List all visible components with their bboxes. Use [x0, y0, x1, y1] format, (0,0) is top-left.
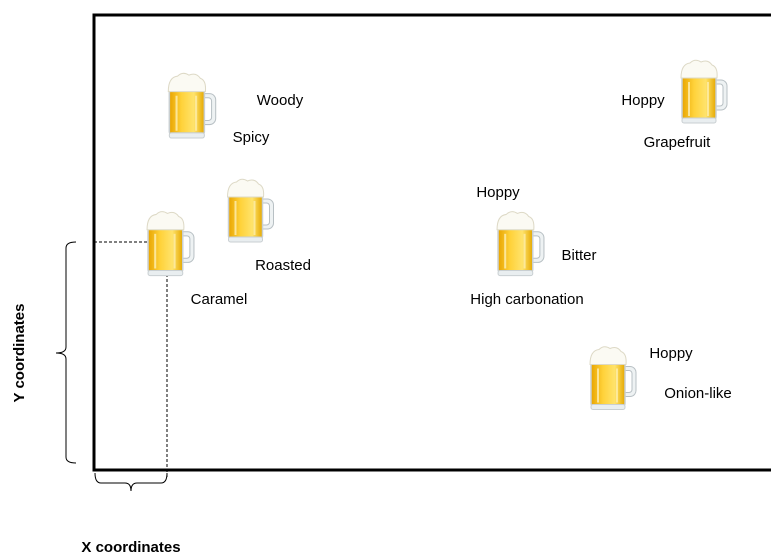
y-brace	[56, 242, 76, 463]
descriptor: Hoppy	[649, 345, 693, 362]
coordinate-guide	[94, 242, 167, 478]
x-axis-label: X coordinates	[81, 539, 180, 556]
beer-mug	[168, 73, 215, 138]
descriptor: Spicy	[233, 129, 270, 146]
descriptor: Grapefruit	[644, 134, 712, 151]
x-brace	[95, 473, 167, 491]
descriptor: Caramel	[191, 291, 248, 308]
descriptor: Woody	[257, 92, 304, 109]
descriptor: Onion-like	[664, 385, 732, 402]
descriptor: High carbonation	[470, 291, 583, 308]
beer-mug	[228, 179, 274, 242]
y-axis-label: Y coordinates	[11, 304, 28, 403]
diagram: Y coordinates X coordinates Woody Spicy …	[0, 0, 771, 557]
descriptor: Hoppy	[476, 184, 520, 201]
descriptor: Hoppy	[621, 92, 665, 109]
beer-mug	[147, 212, 194, 276]
beer-mug	[590, 347, 636, 410]
beer-mug	[681, 60, 727, 123]
beer-mug	[497, 212, 544, 276]
descriptor: Roasted	[255, 257, 311, 274]
descriptor: Bitter	[561, 247, 596, 264]
